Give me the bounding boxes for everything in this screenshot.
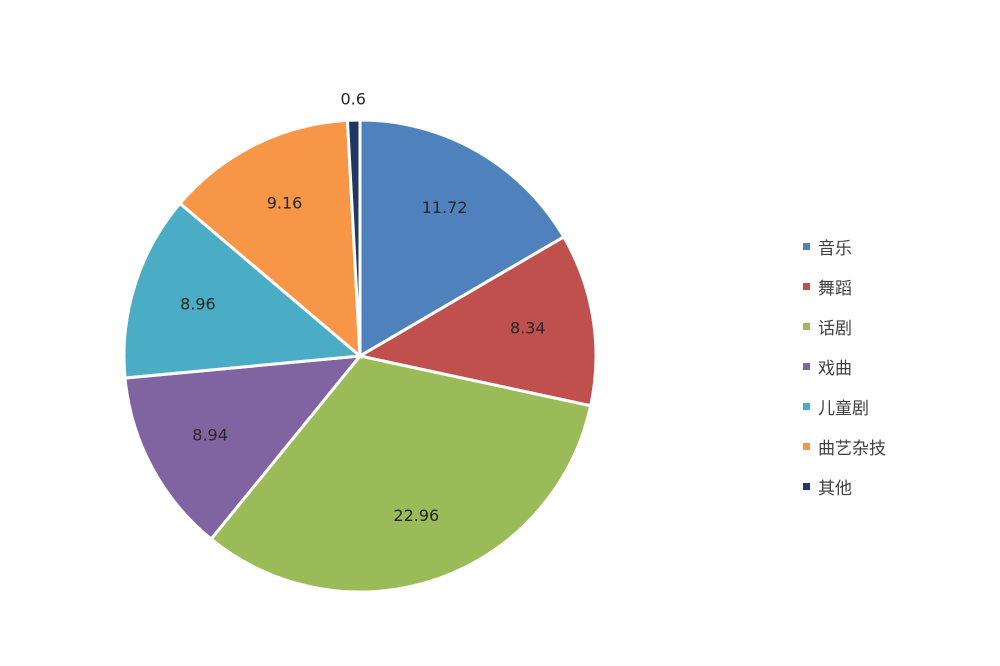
pie-slice <box>345 118 362 357</box>
data-label: 9.16 <box>267 193 303 212</box>
data-label: 8.34 <box>510 319 546 338</box>
legend-label: 舞蹈 <box>818 278 852 299</box>
legend-label: 话剧 <box>818 318 852 339</box>
legend-swatch <box>803 282 810 290</box>
legend-swatch <box>803 242 810 250</box>
legend-swatch <box>803 482 810 490</box>
data-label: 8.94 <box>192 426 228 445</box>
legend-label: 儿童剧 <box>818 398 869 419</box>
data-label: 22.96 <box>393 506 439 525</box>
legend-item: 话剧 <box>803 306 886 346</box>
legend-label: 曲艺杂技 <box>818 438 886 459</box>
data-label: 8.96 <box>180 295 216 314</box>
legend-item: 儿童剧 <box>803 386 886 426</box>
legend-item: 其他 <box>803 466 886 506</box>
pie-slice <box>122 201 364 380</box>
legend-swatch <box>803 322 810 330</box>
legend-label: 戏曲 <box>818 358 852 379</box>
legend-label: 其他 <box>818 478 852 499</box>
legend-swatch <box>803 442 810 450</box>
legend-label: 音乐 <box>818 238 852 259</box>
pie-slice <box>123 354 364 542</box>
pie-slice <box>355 234 598 408</box>
legend-swatch <box>803 402 810 410</box>
legend-item: 舞蹈 <box>803 266 886 306</box>
data-label: 0.6 <box>340 90 365 109</box>
pie-slice <box>358 118 566 359</box>
legend-item: 戏曲 <box>803 346 886 386</box>
legend-item: 音乐 <box>803 226 886 266</box>
pie-slice <box>177 118 362 360</box>
legend-item: 曲艺杂技 <box>803 426 886 466</box>
data-label: 11.72 <box>422 198 468 217</box>
pie-slice <box>208 354 593 594</box>
legend-swatch <box>803 362 810 370</box>
legend: 音乐 舞蹈 话剧 戏曲 儿童剧 曲艺杂技 其他 <box>803 226 886 506</box>
